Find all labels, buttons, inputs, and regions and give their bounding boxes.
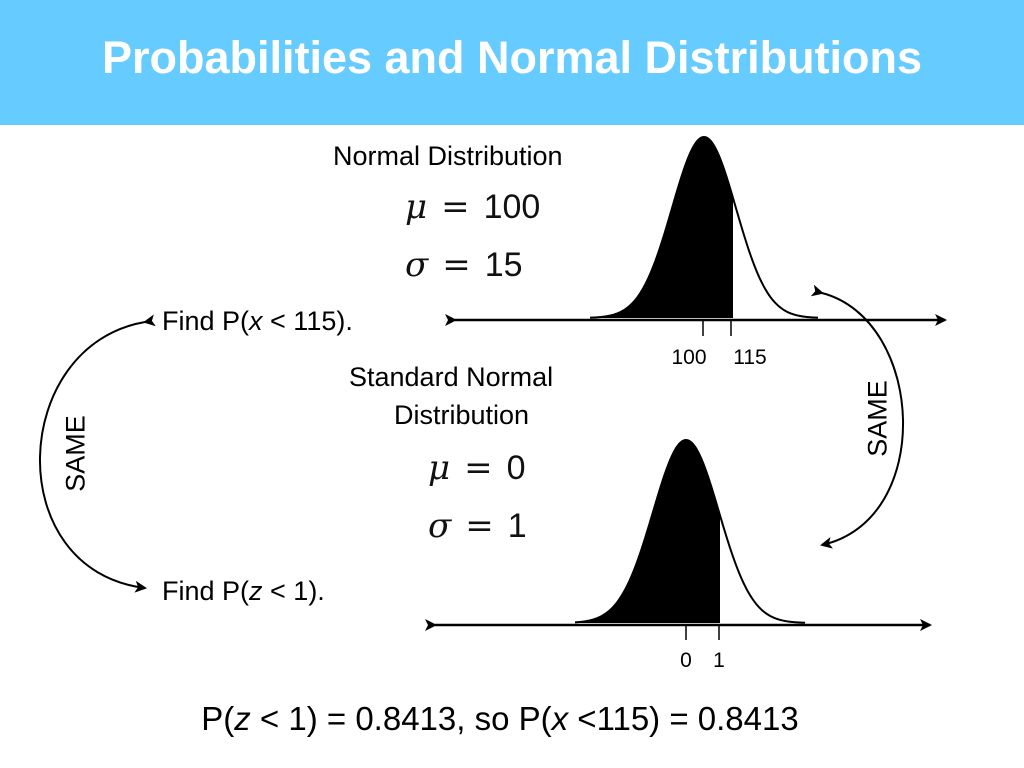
bottom-tick-label-1: 1 bbox=[713, 649, 725, 672]
left-same-arrow bbox=[39, 314, 156, 593]
left-same-label: SAME bbox=[60, 415, 91, 492]
sigma-symbol: σ bbox=[405, 245, 429, 285]
right-same-arrow bbox=[810, 284, 904, 549]
conclusion-var-x: x bbox=[551, 700, 569, 737]
bottom-curve-outline bbox=[574, 438, 806, 624]
conclusion-statement: P(z < 1) = 0.8413, so P(x <115) = 0.8413 bbox=[0, 700, 1000, 738]
bottom-mean-formula: μ = 0 bbox=[428, 448, 526, 488]
top-curve-outline bbox=[589, 135, 819, 319]
equals-sign: = bbox=[441, 187, 470, 227]
conclusion-part1: P( bbox=[201, 700, 235, 737]
bottom-tick-label-0: 0 bbox=[680, 649, 692, 672]
mu-symbol: μ bbox=[405, 187, 428, 227]
find-x-probability: Find P(x < 115). bbox=[162, 306, 353, 337]
bottom-shaded-area bbox=[575, 440, 719, 623]
title-banner: Probabilities and Normal Distributions bbox=[0, 0, 1024, 125]
top-shaded-area bbox=[590, 137, 732, 318]
sd-value: 15 bbox=[484, 246, 523, 284]
right-same-label: SAME bbox=[862, 380, 893, 457]
top-tick-label-115: 115 bbox=[733, 346, 766, 369]
find-z-suffix: < 1). bbox=[262, 576, 325, 606]
equals-sign: = bbox=[464, 448, 493, 488]
conclusion-var-z: z bbox=[234, 700, 251, 737]
bottom-distribution-label-line2: Distribution bbox=[394, 400, 530, 430]
find-x-variable: x bbox=[249, 306, 263, 336]
conclusion-part3: <115) = 0.8413 bbox=[568, 700, 799, 737]
sigma-symbol: σ bbox=[428, 506, 452, 546]
top-sd-formula: σ = 15 bbox=[405, 245, 523, 285]
mean-value: 100 bbox=[483, 188, 541, 226]
conclusion-part2: < 1) = 0.8413, so P( bbox=[250, 700, 552, 737]
top-distribution-label: Normal Distribution bbox=[333, 141, 563, 171]
equals-sign: = bbox=[442, 245, 471, 285]
sd-value: 1 bbox=[507, 507, 527, 545]
top-mean-formula: μ = 100 bbox=[405, 187, 540, 227]
equals-sign: = bbox=[465, 506, 494, 546]
top-normal-curve bbox=[589, 135, 819, 319]
mu-symbol: μ bbox=[428, 448, 451, 488]
slide-title: Probabilities and Normal Distributions bbox=[101, 32, 923, 83]
bottom-sd-formula: σ = 1 bbox=[428, 506, 527, 546]
find-x-prefix: Find P( bbox=[162, 306, 250, 336]
find-z-probability: Find P(z < 1). bbox=[162, 576, 325, 607]
mean-value: 0 bbox=[506, 449, 526, 487]
bottom-normal-curve bbox=[574, 438, 806, 624]
top-tick-label-100: 100 bbox=[671, 346, 706, 369]
bottom-distribution-label-line1: Standard Normal bbox=[349, 362, 554, 392]
find-z-variable: z bbox=[249, 576, 263, 606]
find-x-suffix: < 115). bbox=[262, 306, 353, 336]
find-z-prefix: Find P( bbox=[162, 576, 250, 606]
